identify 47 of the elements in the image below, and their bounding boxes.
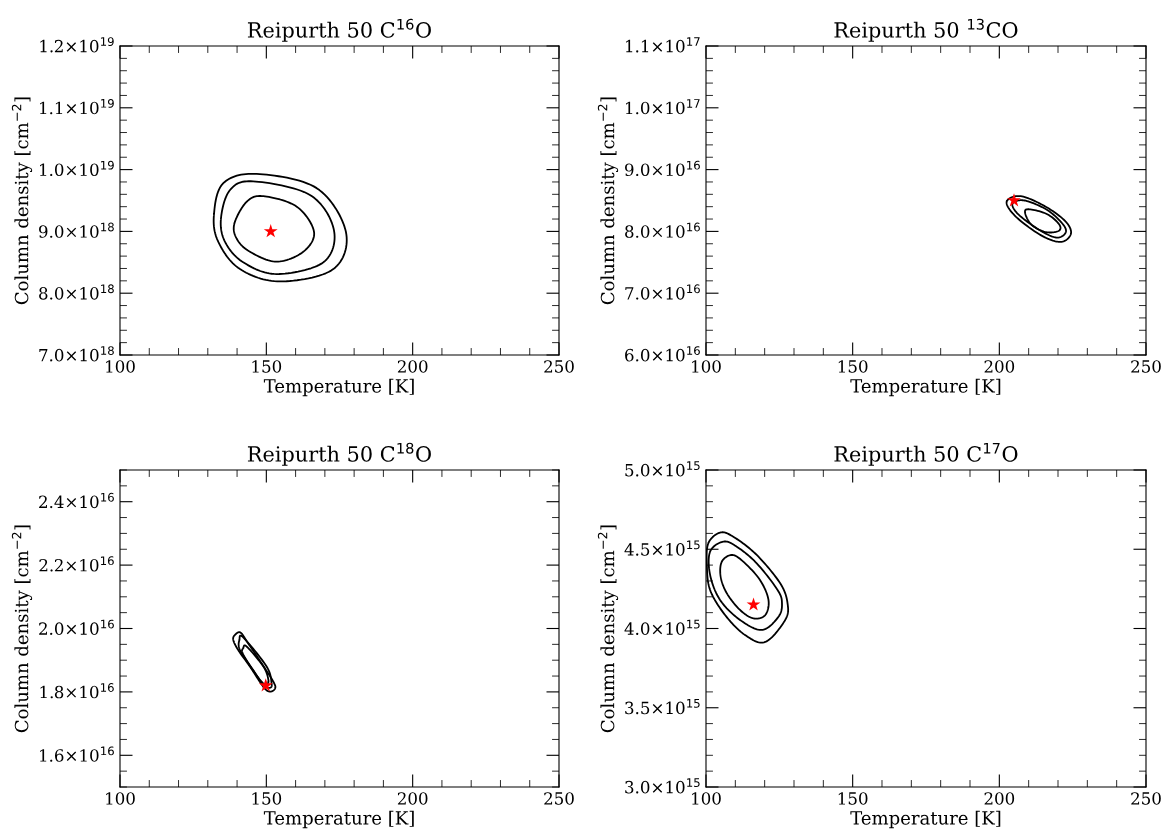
y-tick-label: 8.0×10$^{16}$ (625, 222, 700, 238)
x-tick-label: 100 (692, 792, 721, 805)
x-tick-label: 250 (544, 360, 574, 373)
x-tick-label: 250 (1131, 792, 1161, 805)
y-tick-label: 1.1×10$^{17}$ (626, 37, 700, 53)
chart-title: Reipurth 50 C$^{17}$O (834, 442, 1018, 466)
x-tick-label: 200 (984, 792, 1015, 805)
y-tick-label: 2.2×10$^{16}$ (39, 556, 114, 572)
y-tick-label: 2.0×10$^{16}$ (39, 619, 114, 635)
x-tick-label: 150 (838, 792, 868, 805)
x-tick-label: 100 (692, 360, 721, 373)
y-tick-label: 4.0×10$^{15}$ (624, 619, 700, 635)
x-tick-label: 200 (397, 360, 428, 373)
chart-title: Reipurth 50 C$^{16}$O (247, 18, 431, 42)
x-tick-label: 250 (544, 792, 574, 805)
x-tick-label: 100 (106, 792, 135, 805)
x-tick-label: 100 (106, 360, 135, 373)
x-tick-label: 150 (252, 360, 282, 373)
y-tick-label: 1.2×10$^{19}$ (40, 37, 114, 53)
y-axis-title: Column density [cm$^{−2}$] (11, 97, 33, 305)
x-axis-title: Temperature [K] (850, 378, 1001, 397)
y-tick-label: 1.8×10$^{16}$ (40, 683, 114, 699)
chart-title: Reipurth 50 $^{13}$CO (834, 18, 1018, 42)
x-tick-label: 200 (984, 360, 1015, 373)
x-tick-label: 150 (252, 792, 282, 805)
y-axis-title: Column density [cm$^{−2}$] (597, 97, 619, 305)
y-axis-title: Column density [cm$^{−2}$] (597, 525, 619, 733)
y-tick-label: 9.0×10$^{16}$ (625, 160, 700, 177)
chart-title: Reipurth 50 C$^{18}$O (247, 442, 431, 466)
x-axis-title: Temperature [K] (263, 378, 414, 397)
y-tick-label: 1.0×10$^{19}$ (40, 160, 114, 177)
y-tick-label: 1.1×10$^{19}$ (40, 98, 114, 115)
y-tick-label: 1.0×10$^{17}$ (626, 99, 700, 115)
y-tick-label: 3.5×10$^{15}$ (625, 699, 700, 715)
x-axis-title: Temperature [K] (850, 810, 1001, 829)
y-tick-label: 5.0×10$^{15}$ (625, 461, 700, 477)
y-tick-label: 1.6×10$^{16}$ (40, 746, 114, 762)
x-tick-label: 150 (838, 360, 868, 373)
y-tick-label: 2.4×10$^{16}$ (39, 492, 114, 509)
y-tick-label: 4.5×10$^{15}$ (624, 540, 700, 556)
x-axis-title: Temperature [K] (263, 810, 414, 829)
x-tick-label: 200 (397, 792, 428, 805)
y-tick-label: 8.0×10$^{18}$ (39, 284, 114, 300)
x-tick-label: 250 (1131, 360, 1161, 373)
y-tick-label: 7.0×10$^{16}$ (625, 284, 700, 300)
y-tick-label: 9.0×10$^{18}$ (39, 222, 114, 238)
y-axis-title: Column density [cm$^{−2}$] (11, 525, 33, 733)
